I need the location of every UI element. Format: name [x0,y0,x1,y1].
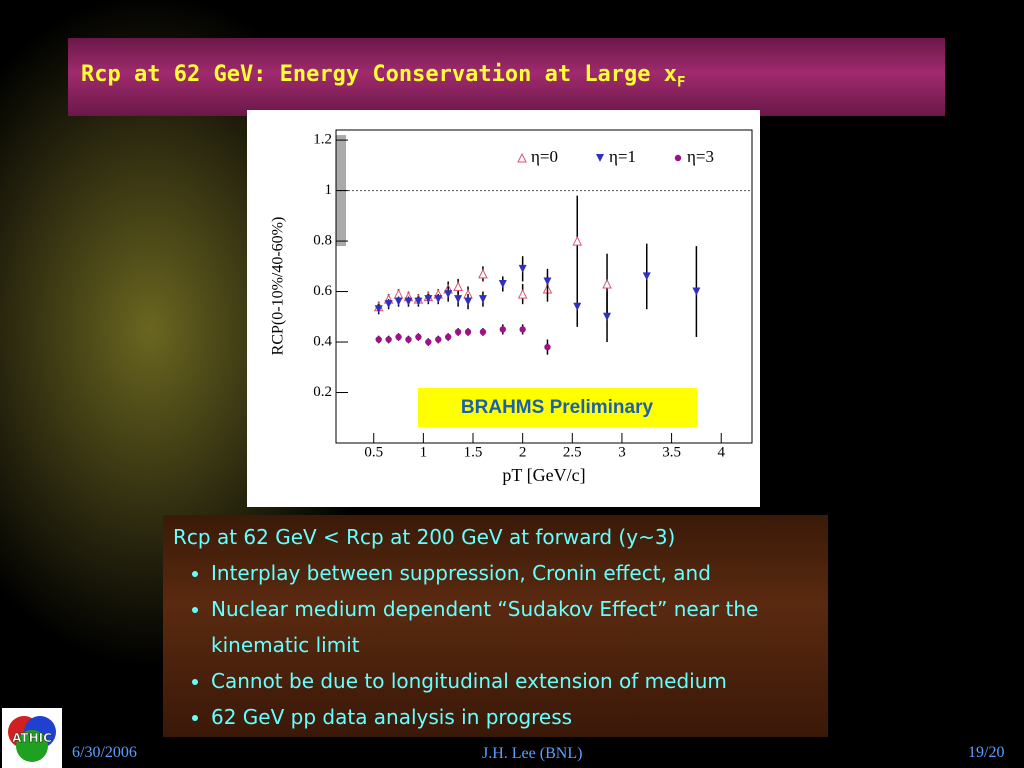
point [642,272,651,281]
bullet: Cannot be due to longitudinal extension … [211,663,828,699]
point [405,336,412,343]
point [374,305,383,314]
title-subscript: F [677,74,686,91]
point [444,333,452,341]
legend-marker [674,154,682,162]
point [453,281,463,291]
point [519,326,526,333]
title-bar: Rcp at 62 GeV: Energy Conservation at La… [68,38,945,116]
x-tick-label: 0.5 [364,444,383,460]
legend-label: η=0 [531,147,558,166]
point [414,297,423,306]
point [544,343,551,351]
logo-text: ATHIC [12,731,52,745]
legend-label: η=3 [687,147,714,166]
footer-author: J.H. Lee (BNL) [482,745,583,762]
title-text: Rcp at 62 GeV: Energy Conservation at La… [81,62,678,87]
x-tick-label: 1.5 [464,444,483,460]
point [394,297,403,306]
y-tick-label: 0.6 [313,283,332,299]
point [464,297,473,306]
point [518,264,527,273]
x-tick-label: 3 [618,444,626,460]
x-axis-label: pT [GeV/c] [502,465,585,485]
point [375,336,382,343]
point [692,287,701,296]
logo: ATHIC [2,708,62,768]
point [444,290,453,299]
point [602,278,612,289]
x-tick-label: 4 [717,444,725,460]
point [384,300,393,309]
point [478,295,487,304]
bullet: 62 GeV pp data analysis in progress [211,699,828,735]
title: Rcp at 62 GeV: Energy Conservation at La… [81,62,685,90]
point [478,268,488,279]
bullet: Nuclear medium dependent “Sudakov Effect… [211,591,828,663]
point [454,295,463,304]
bullet-list: Interplay between suppression, Cronin ef… [163,555,828,735]
y-tick-label: 0.2 [313,384,332,400]
x-tick-label: 2 [519,444,527,460]
x-tick-label: 2.5 [563,444,582,460]
y-tick-label: 0.4 [313,333,332,349]
point [603,312,612,321]
annotation-box [418,388,697,427]
intro: Rcp at 62 GeV < Rcp at 200 GeV at forwar… [173,525,676,549]
legend-label: η=1 [609,147,636,166]
y-tick-label: 1 [325,182,333,198]
chart: 0.5 1 1.5 2 2.5 3 3.5 4 0.2 0.4 0.6 0.8 1 1.2 pT [GeV/… [247,110,760,507]
point [543,277,552,286]
point [479,328,487,336]
annotation: BRAHMS Preliminary [461,397,654,418]
point [464,328,472,336]
point [498,279,507,288]
footer-page: 19/20 [968,744,1005,761]
point [404,297,413,306]
y-tick-label: 0.8 [313,233,332,249]
y-tick-label: 1.2 [313,132,332,148]
point [425,338,432,346]
plot-frame [335,129,753,444]
x-tick-label: 1 [420,444,428,460]
point [435,336,442,343]
legend-marker [596,154,604,162]
point [517,288,528,299]
point [395,333,402,341]
legend-marker [517,152,527,163]
y-axis-label: RCP(0-10%/40-60%) [270,217,287,356]
bullet: Interplay between suppression, Cronin ef… [211,555,828,591]
point [499,326,506,333]
point [424,295,433,304]
footer-date: 6/30/2006 [72,744,137,761]
point [385,336,392,343]
point [415,333,422,341]
point [573,302,582,311]
point [454,328,462,336]
x-tick-label: 3.5 [662,444,681,460]
text-box: Rcp at 62 GeV < Rcp at 200 GeV at forwar… [163,515,828,737]
point [434,295,443,304]
point [572,235,583,246]
